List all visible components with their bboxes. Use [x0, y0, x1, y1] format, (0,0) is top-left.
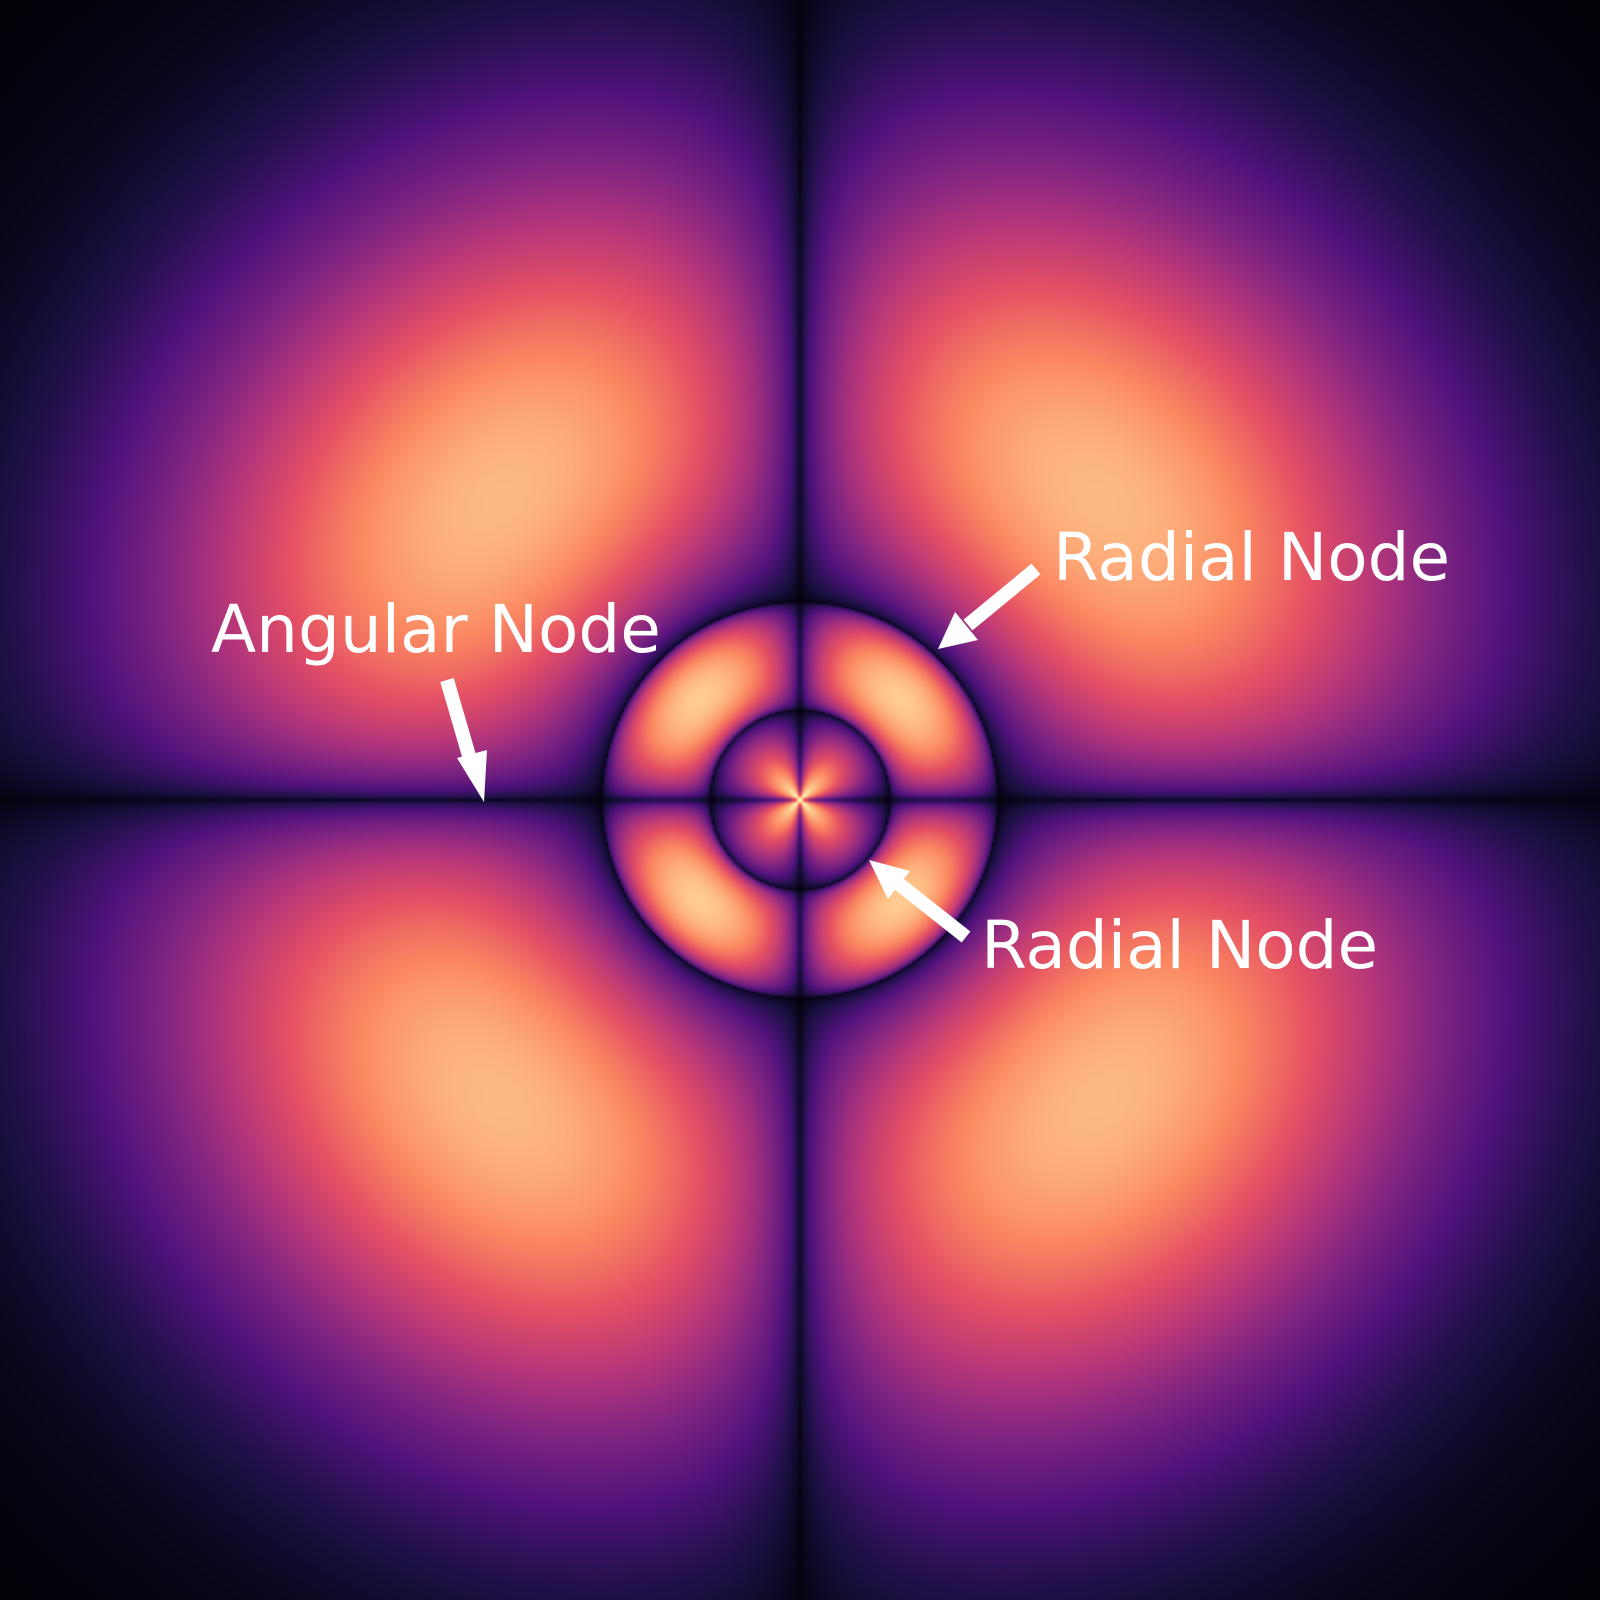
- outer-radial-node-label: Radial Node: [1053, 519, 1451, 596]
- inner-radial-node-label: Radial Node: [981, 907, 1379, 984]
- inner-radial-node-arrow: [869, 860, 971, 943]
- angular-node-arrow: [440, 678, 487, 802]
- outer-radial-node-arrow: [938, 563, 1041, 649]
- angular-node-label: Angular Node: [211, 591, 661, 668]
